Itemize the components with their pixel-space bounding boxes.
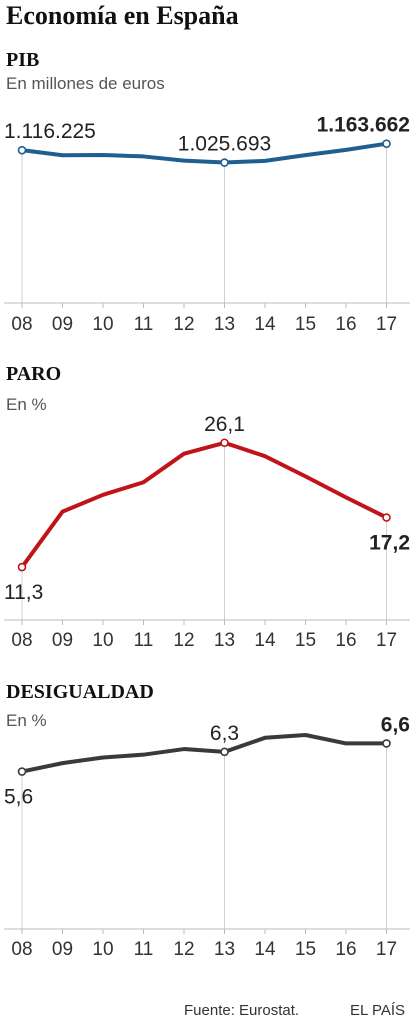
chart-subtitle-paro: En % — [6, 395, 47, 414]
x-tick-label-09: 09 — [52, 939, 73, 960]
x-tick-label-12: 12 — [173, 630, 194, 651]
x-tick-label-11: 11 — [134, 314, 154, 335]
x-tick-label-16: 16 — [335, 630, 356, 651]
paro-line-chart: 08 09 10 11 12 13 14 15 16 17 11,3 26,1 17,2 — [4, 413, 410, 651]
x-tick-label-08: 08 — [11, 630, 32, 651]
series-line — [20, 440, 389, 570]
x-tick-label-10: 10 — [92, 630, 113, 651]
x-tick-label-11: 11 — [134, 630, 154, 651]
x-tick-label-08: 08 — [11, 314, 32, 335]
data-label-17: 17,2 — [369, 532, 410, 555]
source-note: Fuente: Eurostat. — [184, 1002, 300, 1019]
x-tick-label-15: 15 — [295, 939, 316, 960]
chart-subtitle-pib: En millones de euros — [6, 74, 165, 93]
brand-label: EL PAÍS — [350, 1002, 406, 1019]
data-label-13: 1.025.693 — [178, 133, 271, 156]
data-label-13: 6,3 — [210, 722, 239, 745]
x-tick-label-15: 15 — [295, 630, 316, 651]
pib-line-chart: 08 09 10 11 12 13 14 15 16 17 1.116.225 1.025.693 1.… — [4, 114, 410, 335]
x-tick-label-12: 12 — [173, 939, 194, 960]
chart-title-desigualdad: DESIGUALDAD — [6, 681, 154, 703]
data-point-13 — [220, 747, 229, 757]
x-tick-label-15: 15 — [295, 314, 316, 335]
data-label-08: 5,6 — [4, 786, 33, 809]
x-tick-label-13: 13 — [214, 630, 235, 651]
x-tick-label-08: 08 — [11, 939, 32, 960]
x-tick-label-17: 17 — [376, 314, 397, 335]
data-point-08 — [17, 145, 27, 155]
x-tick-label-11: 11 — [134, 939, 154, 960]
x-tick-label-14: 14 — [254, 314, 276, 335]
x-tick-label-16: 16 — [335, 314, 356, 335]
data-label-17: 1.163.662 — [317, 114, 410, 137]
data-point-17 — [382, 513, 391, 522]
x-tick-label-09: 09 — [52, 314, 73, 335]
x-tick-label-14: 14 — [254, 630, 276, 651]
x-tick-label-10: 10 — [92, 314, 113, 335]
x-tick-label-10: 10 — [92, 939, 113, 960]
x-tick-label-12: 12 — [173, 314, 194, 335]
data-point-08 — [17, 562, 27, 572]
data-point-17 — [382, 139, 391, 148]
x-tick-label-16: 16 — [335, 939, 356, 960]
desigualdad-line-chart: 08 09 10 11 12 13 14 15 16 17 5,6 6,3 6,6 — [4, 713, 410, 960]
data-label-08: 1.116.225 — [4, 120, 96, 143]
chart-title-paro: PARO — [6, 363, 62, 385]
data-label-08: 11,3 — [4, 581, 43, 604]
series-line — [20, 141, 389, 165]
chart-subtitle-desigualdad: En % — [6, 711, 47, 730]
series-line — [20, 732, 389, 774]
x-tick-label-13: 13 — [214, 939, 235, 960]
data-label-13: 26,1 — [204, 413, 245, 436]
data-label-17: 6,6 — [381, 713, 410, 736]
data-point-13 — [220, 438, 229, 448]
chart-title-pib: PIB — [6, 49, 40, 71]
x-tick-label-14: 14 — [254, 939, 276, 960]
data-point-13 — [220, 158, 229, 167]
x-tick-label-17: 17 — [376, 630, 397, 651]
data-point-08 — [17, 767, 27, 776]
x-tick-label-17: 17 — [376, 939, 397, 960]
x-tick-label-13: 13 — [214, 314, 235, 335]
x-tick-label-09: 09 — [52, 630, 73, 651]
data-point-17 — [382, 739, 391, 748]
page-title: Economía en España — [6, 1, 239, 30]
